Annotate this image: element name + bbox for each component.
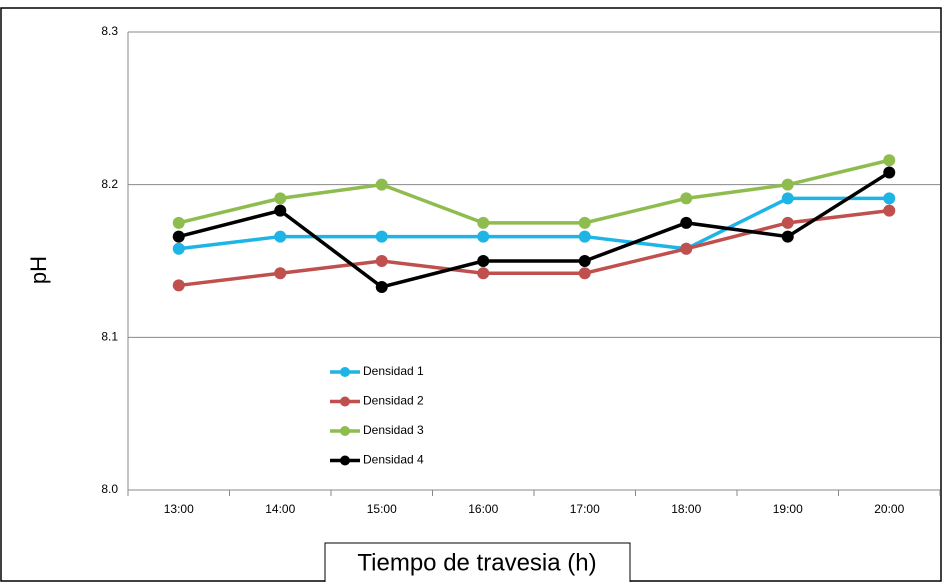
- point: [172, 279, 185, 292]
- x-tick-label: 13:00: [164, 502, 194, 516]
- series-line: [178, 158, 890, 225]
- point: [883, 192, 896, 205]
- point: [578, 255, 591, 267]
- x-tick-label: 17:00: [570, 502, 600, 516]
- series-line: [178, 170, 891, 289]
- y-tick-label: 8.1: [101, 330, 118, 344]
- point: [375, 255, 388, 267]
- point: [883, 154, 896, 167]
- point: [578, 267, 591, 280]
- point: [578, 216, 591, 229]
- point: [883, 166, 896, 179]
- point: [680, 216, 693, 229]
- legend-marker: [340, 455, 350, 466]
- point: [578, 230, 591, 243]
- point: [172, 216, 185, 229]
- point: [274, 192, 287, 205]
- y-tick-label: 8.0: [101, 482, 118, 496]
- x-title-box: [324, 542, 631, 582]
- legend-label: Densidad 2: [363, 394, 424, 408]
- point: [781, 178, 794, 191]
- point: [375, 178, 388, 191]
- legend-marker: [340, 396, 350, 407]
- point: [477, 255, 490, 267]
- point: [781, 216, 794, 229]
- point: [680, 242, 693, 255]
- series-line: [178, 196, 890, 251]
- x-axis-title: Tiempo de travesia (h): [357, 549, 596, 576]
- legend-label: Densidad 4: [363, 453, 424, 467]
- point: [274, 230, 287, 243]
- y-axis-title: pH: [26, 256, 51, 284]
- y-tick-label: 8.2: [101, 177, 118, 191]
- chart-frame: [0, 7, 942, 582]
- legend-marker: [340, 367, 350, 377]
- legend-marker: [340, 426, 350, 436]
- point: [781, 230, 794, 243]
- point: [274, 267, 287, 280]
- x-tick-label: 15:00: [367, 502, 397, 516]
- point: [883, 204, 896, 217]
- legend-label: Densidad 3: [363, 423, 424, 437]
- point: [477, 216, 490, 229]
- x-tick-label: 18:00: [671, 502, 701, 516]
- point: [172, 230, 185, 243]
- point: [477, 230, 490, 243]
- x-tick-label: 20:00: [874, 502, 904, 516]
- point: [781, 192, 794, 205]
- x-tick-label: 16:00: [468, 502, 498, 516]
- point: [274, 204, 287, 217]
- x-tick-label: 14:00: [265, 502, 295, 516]
- legend-label: Densidad 1: [363, 364, 424, 378]
- series-line: [178, 208, 890, 288]
- point: [375, 230, 388, 243]
- point: [172, 242, 185, 255]
- point: [477, 267, 490, 280]
- point: [680, 192, 693, 205]
- point: [375, 280, 388, 293]
- y-tick-label: 8.3: [101, 24, 118, 38]
- x-tick-label: 19:00: [773, 502, 803, 516]
